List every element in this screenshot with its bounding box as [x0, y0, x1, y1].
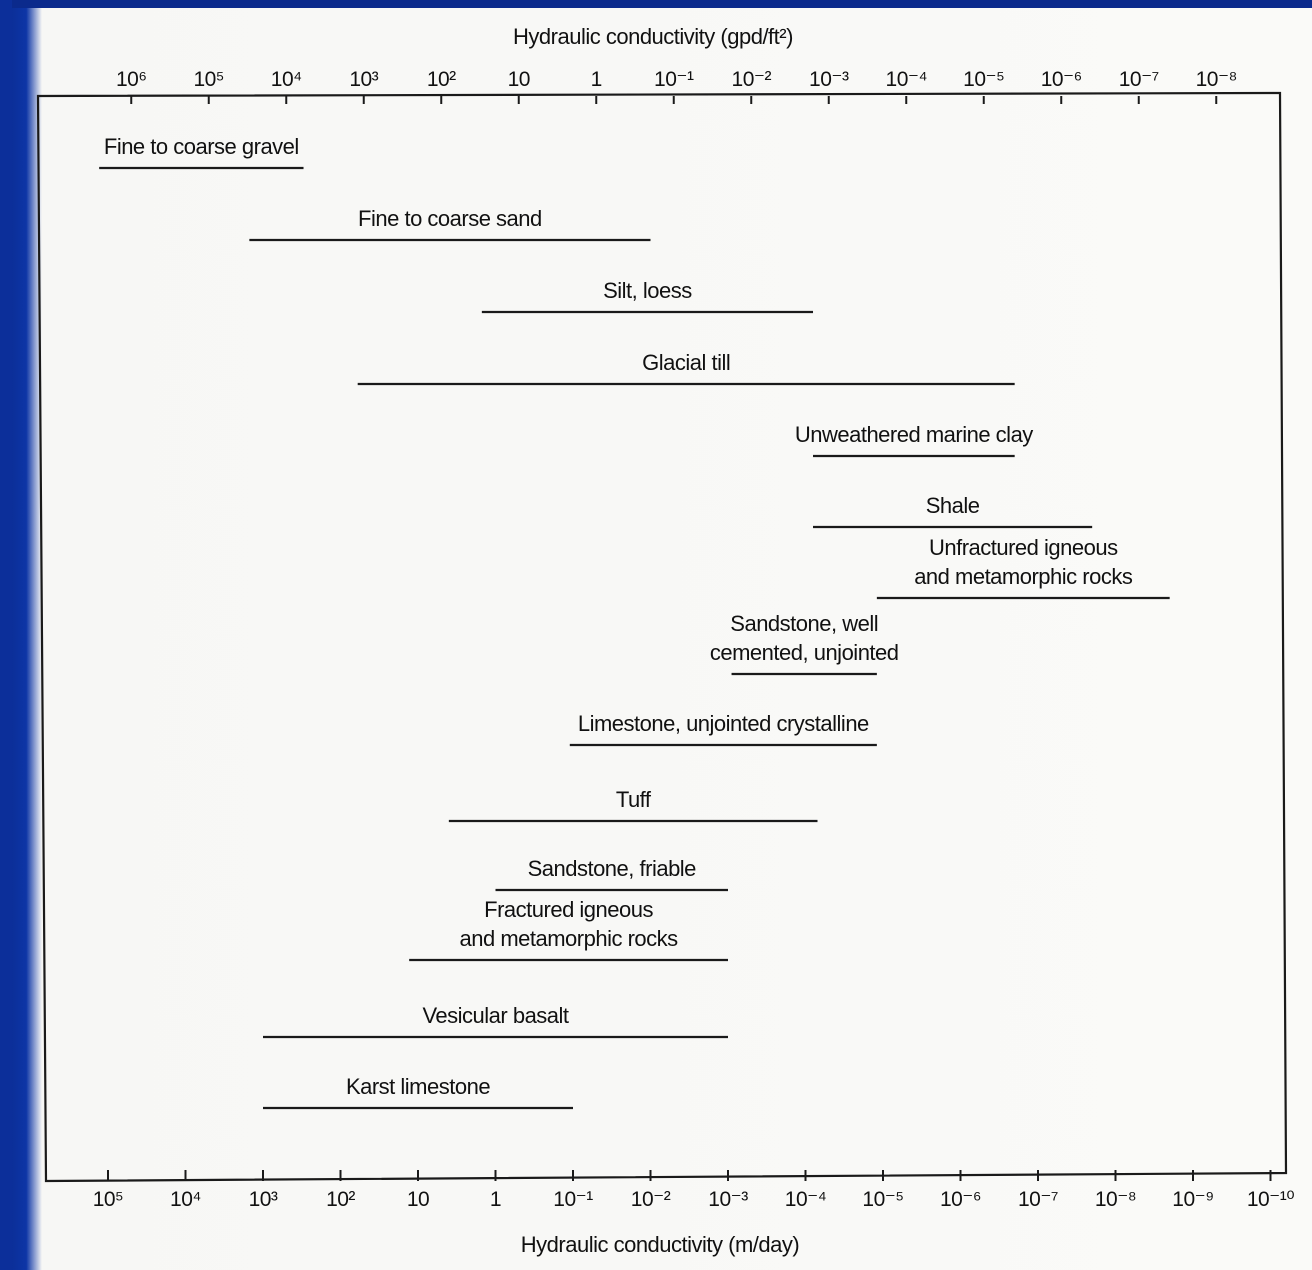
top-axis-ticks: 10⁶ 10⁵ 10⁴ 10³ 10² 10 1 10⁻¹ 10⁻² 10⁻³ 10⁻⁴ 10⁻⁵ 10…	[116, 68, 1237, 104]
top-tick-label: 10⁻²	[732, 68, 772, 91]
bottom-tick-label: 10³	[249, 1188, 278, 1211]
top-tick-label: 10	[508, 68, 530, 91]
range-label: Vesicular basalt	[422, 1003, 568, 1028]
top-axis-title: Hydraulic conductivity (gpd/ft²)	[513, 24, 793, 49]
bottom-tick-label: 10	[407, 1188, 429, 1211]
range-label: Karst limestone	[346, 1074, 490, 1099]
range-label: and metamorphic rocks	[460, 926, 679, 951]
bottom-tick-label: 1	[490, 1188, 501, 1211]
slide-top-border	[0, 0, 1312, 8]
range-label: Silt, loess	[603, 278, 692, 303]
top-tick-label: 10⁶	[116, 68, 147, 91]
top-tick-label: 10⁵	[193, 68, 224, 91]
range-label: Unweathered marine clay	[795, 422, 1033, 447]
bottom-tick-label: 10⁻²	[631, 1188, 671, 1211]
range-label: and metamorphic rocks	[914, 564, 1133, 589]
bottom-tick-label: 10⁻⁹	[1172, 1188, 1213, 1211]
slide-left-border	[0, 0, 12, 1270]
bottom-tick-label: 10⁴	[170, 1188, 201, 1211]
bottom-tick-label: 10⁻⁴	[785, 1188, 826, 1211]
range-label: cemented, unjointed	[710, 640, 899, 665]
bottom-tick-label: 10⁻⁷	[1018, 1188, 1058, 1211]
top-tick-label: 10⁻⁸	[1196, 68, 1237, 91]
bottom-tick-label: 10⁻³	[708, 1188, 748, 1211]
top-tick-label: 10⁻⁴	[886, 68, 927, 91]
bottom-tick-label: 10⁻¹⁰	[1247, 1188, 1294, 1211]
bottom-tick-label: 10⁻⁶	[940, 1188, 981, 1211]
bottom-tick-label: 10⁵	[93, 1188, 124, 1211]
range-label: Fine to coarse sand	[358, 206, 542, 231]
top-tick-label: 10⁻³	[809, 68, 849, 91]
range-label: Fine to coarse gravel	[104, 134, 299, 159]
bottom-tick-label: 10²	[326, 1188, 355, 1211]
bottom-tick-label: 10⁻⁵	[862, 1188, 903, 1211]
top-tick-label: 10⁻¹	[654, 68, 694, 91]
range-label: Tuff	[616, 787, 652, 812]
top-tick-label: 10⁻⁷	[1119, 68, 1159, 91]
top-tick-label: 1	[591, 68, 602, 91]
range-label: Sandstone, well	[730, 611, 878, 636]
range-label: Shale	[926, 493, 980, 518]
plot-frame	[36, 91, 1288, 1183]
range-label: Fractured igneous	[484, 897, 653, 922]
top-tick-label: 10⁻⁶	[1041, 68, 1082, 91]
top-tick-label: 10³	[349, 68, 378, 91]
range-label: Limestone, unjointed crystalline	[578, 711, 869, 736]
range-label: Unfractured igneous	[929, 535, 1118, 560]
bottom-axis-title: Hydraulic conductivity (m/day)	[521, 1232, 799, 1257]
top-tick-label: 10⁴	[271, 68, 302, 91]
material-ranges: Fine to coarse gravel Fine to coarse sand…	[99, 134, 1170, 1110]
range-label: Sandstone, friable	[528, 856, 697, 881]
bottom-tick-label: 10⁻¹	[553, 1188, 593, 1211]
top-tick-label: 10²	[427, 68, 456, 91]
bottom-axis-ticks: 10⁵ 10⁴ 10³ 10² 10 1 10⁻¹ 10⁻² 10⁻³ 10⁻⁴ 10⁻⁵ 10⁻⁶ 1…	[93, 1170, 1295, 1211]
top-tick-label: 10⁻⁵	[963, 68, 1004, 91]
range-label: Glacial till	[642, 350, 730, 375]
bottom-tick-label: 10⁻⁸	[1095, 1188, 1136, 1211]
